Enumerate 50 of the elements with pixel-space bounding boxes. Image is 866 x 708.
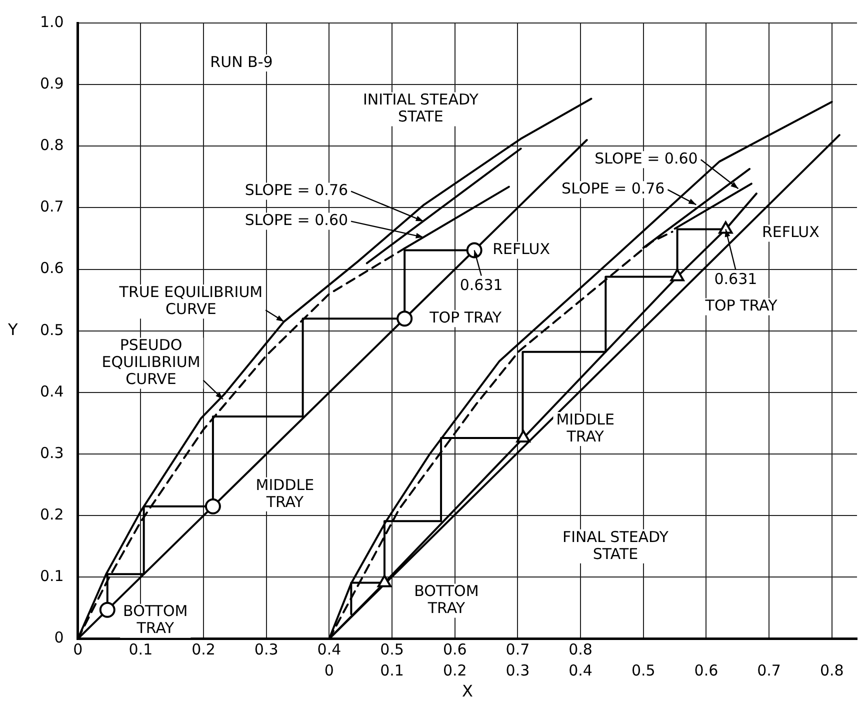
annotation: BOTTOM TRAY [123, 602, 188, 638]
x2-tick-label: 0.5 [631, 662, 656, 680]
y-tick-label: 0.9 [40, 74, 64, 92]
x2-tick-label: 0.2 [442, 662, 467, 680]
y-tick-label: 0.2 [40, 506, 64, 524]
x-tick-label: 0.5 [380, 640, 404, 659]
x-tick-label: 0 [73, 640, 83, 659]
annotation: 0.631 [714, 270, 758, 288]
y-axis-title: Y [7, 320, 18, 340]
annotation: SLOPE = 0.60 [244, 211, 348, 230]
x2-tick-label: 0.7 [757, 662, 781, 680]
annotation: TRUE EQUILIBRIUM CURVE [118, 283, 263, 318]
y-tick-label: 0.7 [40, 198, 64, 216]
x-tick-label: 0.4 [317, 640, 342, 659]
annotation: REFLUX [762, 223, 820, 242]
y-tick-label: 0.3 [40, 444, 64, 462]
y-tick-label: 1.0 [40, 12, 64, 31]
x-tick-label: 0.1 [128, 640, 153, 659]
x-axis-title: X [462, 682, 473, 701]
x-tick-label: 0.3 [254, 640, 278, 659]
y-tick-label: 0.8 [40, 136, 64, 154]
annotation: REFLUX [492, 240, 550, 258]
annotation: TOP TRAY [704, 296, 778, 315]
x2-tick-label: 0.3 [506, 662, 530, 680]
x2-tick-label: 0.4 [568, 662, 592, 680]
x2-tick-label: 0.1 [380, 662, 404, 680]
y-tick-label: 0.5 [40, 320, 64, 339]
x-tick-label: 0.2 [192, 640, 216, 659]
y-tick-label: 0 [54, 628, 64, 647]
y-tick-label: 0.4 [40, 382, 64, 400]
annotation: BOTTOM TRAY [414, 582, 479, 618]
y-tick-label: 0.6 [40, 259, 64, 278]
x2-tick-label: 0.6 [694, 662, 718, 680]
x-tick-label: 0.7 [506, 640, 530, 659]
x-tick-label: 0.8 [568, 640, 592, 659]
x-tick-label: 0.6 [442, 640, 467, 659]
x2-tick-label: 0.8 [820, 662, 844, 680]
annotation: PSEUDO EQUILIBRIUM CURVE [102, 336, 200, 388]
y-tick-label: 0.1 [40, 567, 64, 586]
annotation: SLOPE = 0.76 [562, 180, 665, 198]
annotation: SLOPE = 0.60 [594, 150, 698, 168]
annotation: TOP TRAY [428, 308, 502, 326]
annotation: MIDDLE TRAY [556, 410, 615, 446]
annotation: RUN B-9 [210, 52, 273, 71]
x2-tick-label: 0 [324, 662, 334, 680]
annotation: FINAL STEADY STATE [562, 528, 670, 563]
annotation: INITIAL STEADY STATE [363, 90, 480, 126]
annotation: 0.631 [460, 276, 503, 294]
annotation: SLOPE = 0.76 [244, 181, 348, 200]
annotation: MIDDLE TRAY [256, 476, 314, 511]
